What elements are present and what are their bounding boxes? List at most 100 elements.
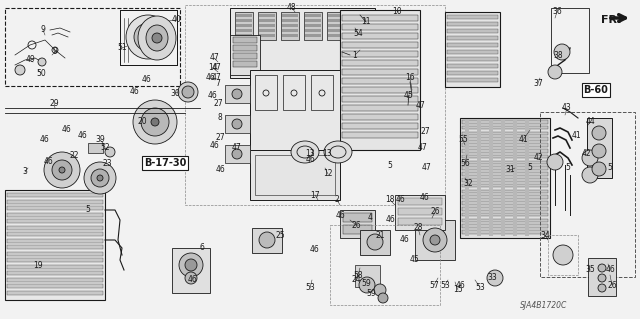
Text: 13: 13 [305,149,315,158]
Text: 5: 5 [527,164,532,173]
Text: 25: 25 [275,231,285,240]
Bar [462,120,548,123]
Ellipse shape [324,141,352,163]
Text: 47: 47 [418,144,428,152]
Bar [447,22,498,26]
Circle shape [152,33,162,43]
Bar [236,19,252,22]
Bar [340,10,420,150]
Bar [282,34,298,37]
Text: 48: 48 [286,4,296,12]
Bar [447,50,498,54]
Text: 46: 46 [210,140,220,150]
Bar [281,12,299,40]
Bar [462,143,548,147]
Bar [447,29,498,33]
Circle shape [553,245,573,265]
Bar [462,160,548,164]
Text: 44: 44 [585,117,595,127]
Circle shape [374,284,386,296]
Bar [342,105,418,111]
Bar [342,78,418,84]
Bar [462,178,548,182]
Bar [283,75,305,110]
Bar [7,284,103,288]
Circle shape [423,228,447,252]
Bar [501,120,505,236]
Text: 31: 31 [505,166,515,174]
Bar [343,225,372,234]
Text: 29: 29 [49,99,59,108]
Circle shape [179,253,203,277]
Bar [462,155,548,158]
Bar [360,230,390,255]
Text: 6: 6 [200,243,204,253]
Text: FR.: FR. [601,15,621,25]
Circle shape [582,150,598,166]
Circle shape [44,152,80,188]
Circle shape [91,169,109,187]
Text: 59: 59 [361,278,371,287]
Text: 46: 46 [129,87,139,97]
Text: 50: 50 [36,69,46,78]
Text: 22: 22 [69,151,79,160]
Bar [7,278,103,281]
Bar [447,15,498,19]
Circle shape [232,89,242,99]
Text: 9: 9 [40,26,45,34]
Bar [311,75,333,110]
Circle shape [598,264,606,272]
Bar [588,258,616,296]
Bar [343,213,372,222]
Bar [7,212,103,217]
Text: 46: 46 [455,280,465,290]
Circle shape [142,31,154,43]
Text: 46: 46 [215,166,225,174]
Bar [236,29,252,32]
Bar [462,137,548,141]
Text: 26: 26 [351,220,361,229]
Text: 52: 52 [100,144,110,152]
Text: 51: 51 [117,43,127,53]
Bar [233,37,257,43]
Bar [282,29,298,32]
Bar [7,271,103,275]
Bar [305,29,321,32]
Bar [462,184,548,187]
Bar [282,19,298,22]
Text: 46: 46 [385,216,395,225]
Text: 38: 38 [553,50,563,60]
Bar [462,196,548,199]
Circle shape [487,270,503,286]
Bar [235,12,253,40]
Bar [230,8,375,78]
Bar [172,248,210,293]
Text: 46: 46 [208,91,218,100]
Text: 53: 53 [440,280,450,290]
Bar [328,29,344,32]
Text: 46: 46 [142,76,152,85]
Bar [88,143,103,153]
Bar [548,235,578,275]
Text: 5: 5 [86,205,90,214]
Text: 49: 49 [25,56,35,64]
Bar [342,132,418,138]
Text: 27: 27 [213,99,223,108]
Bar [462,189,548,193]
Text: 5: 5 [566,164,570,173]
Bar [305,19,321,22]
Bar [255,75,277,110]
Bar [305,24,321,27]
Text: 46: 46 [420,194,430,203]
Bar [462,149,548,152]
Circle shape [185,272,197,284]
Text: 8: 8 [218,114,222,122]
Bar [462,132,548,135]
Bar [282,14,298,17]
Bar [342,24,418,30]
Circle shape [97,175,103,181]
Bar [398,218,442,225]
Bar [236,34,252,37]
Bar [5,190,105,300]
Bar [462,213,548,216]
